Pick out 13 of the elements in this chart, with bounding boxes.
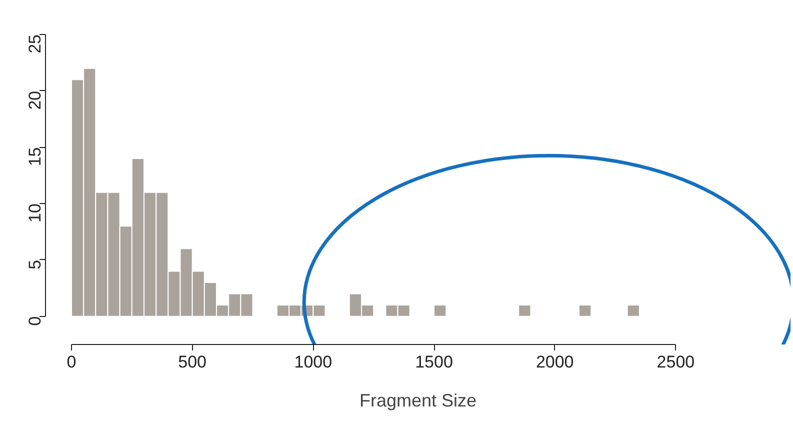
y-tick-label: 5 (26, 260, 44, 270)
x-axis-title: Fragment Size (359, 390, 477, 410)
x-tick-label: 2000 (536, 352, 574, 372)
x-tick-label: 0 (66, 352, 76, 372)
x-tick-label: 500 (178, 352, 207, 372)
y-tick-label: 20 (26, 90, 44, 110)
y-tick-label: 25 (26, 34, 44, 54)
x-tick-label: 1000 (294, 352, 332, 372)
x-tick-label: 1500 (415, 352, 453, 372)
y-tick-label: 10 (26, 204, 44, 222)
x-tick-label: 2500 (656, 352, 695, 372)
y-tick-label: 15 (26, 147, 44, 166)
y-tick-label: 0 (26, 316, 44, 326)
